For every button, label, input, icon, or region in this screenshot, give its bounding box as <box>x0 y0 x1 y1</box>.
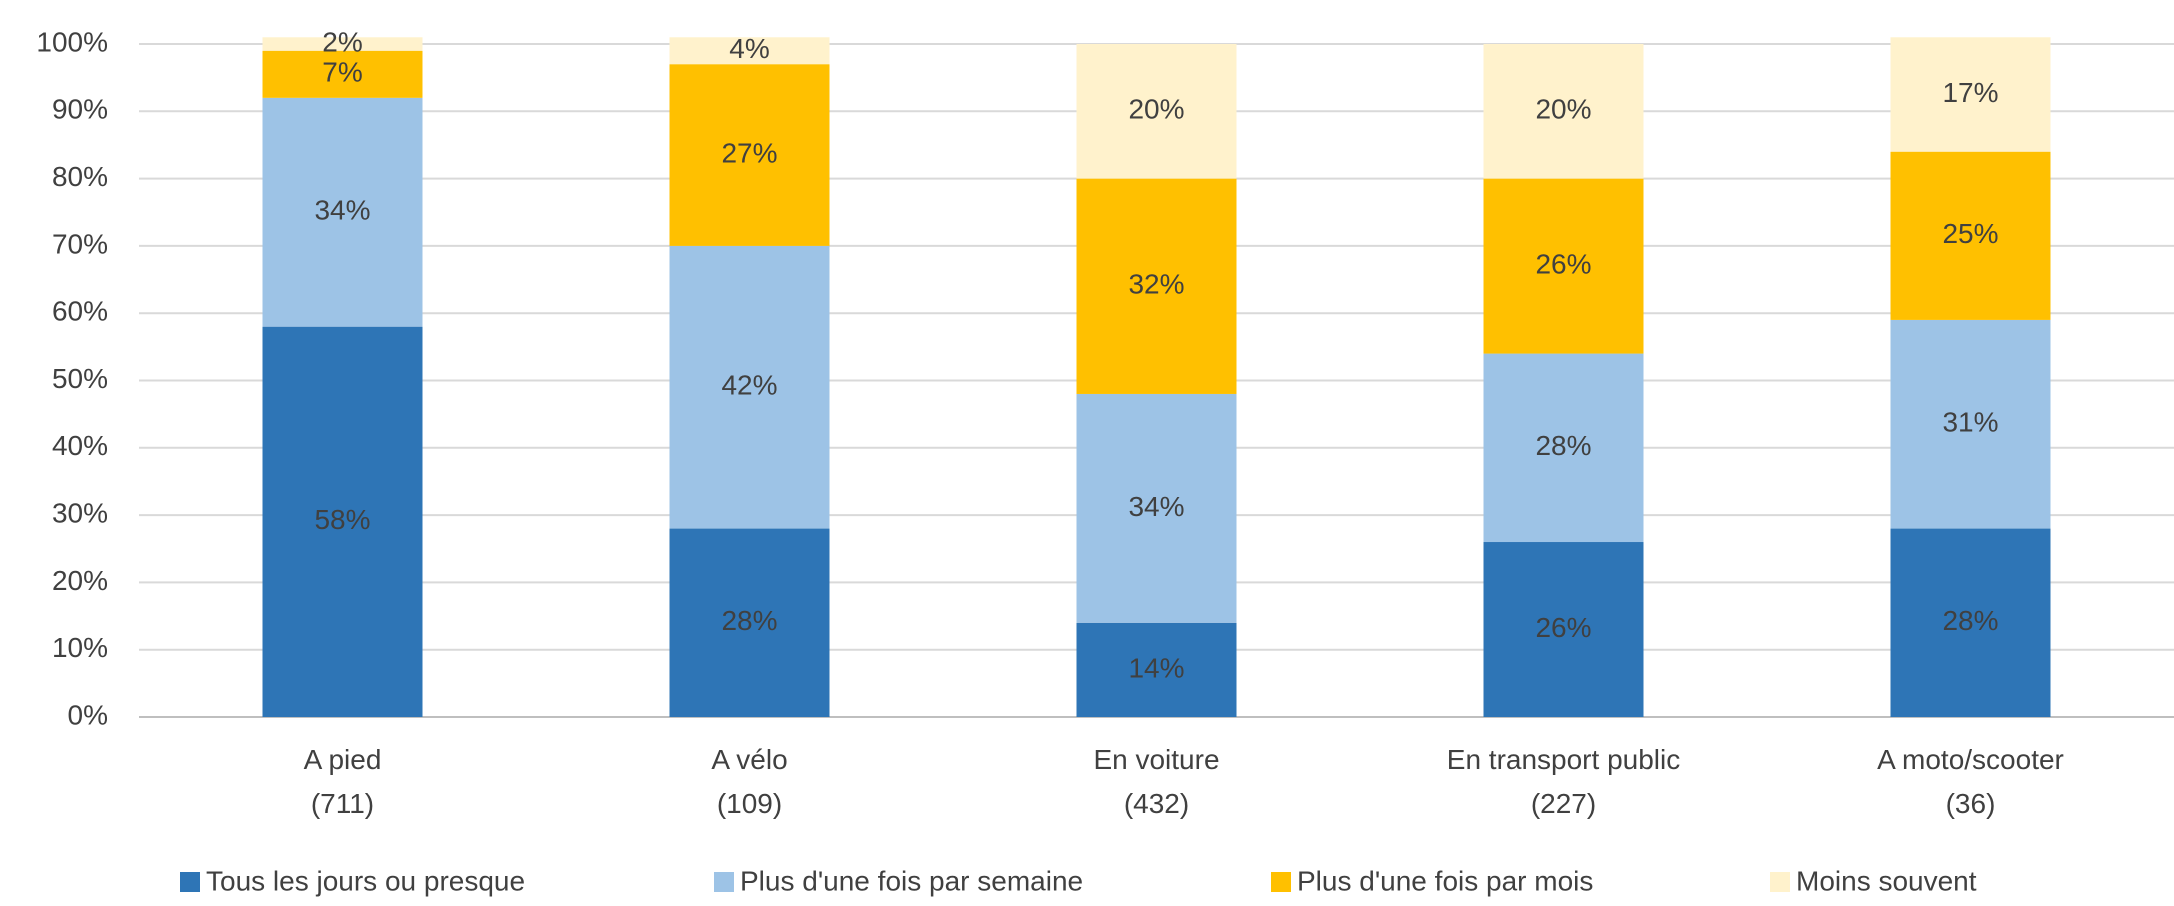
bar-segment <box>669 37 830 65</box>
y-tick-label: 60% <box>52 296 108 327</box>
bar-segment <box>1483 178 1644 354</box>
y-tick-label: 0% <box>68 699 108 730</box>
data-label: 28% <box>721 605 777 636</box>
data-label: 17% <box>1942 77 1998 108</box>
y-tick-label: 50% <box>52 363 108 394</box>
y-tick-label: 20% <box>52 565 108 596</box>
legend-swatch <box>1770 872 1790 892</box>
bar-segment <box>262 326 423 717</box>
legend-label: Plus d'une fois par semaine <box>740 865 1083 896</box>
x-tick-label: A pied (711) <box>303 744 382 819</box>
data-label: 14% <box>1128 652 1184 683</box>
data-label: 2% <box>322 26 362 57</box>
y-tick-label: 10% <box>52 632 108 663</box>
y-tick-label: 80% <box>52 161 108 192</box>
data-label: 20% <box>1535 94 1591 125</box>
data-label: 34% <box>1128 491 1184 522</box>
data-label: 25% <box>1942 218 1998 249</box>
legend-swatch <box>1271 872 1291 892</box>
data-label: 4% <box>729 33 769 64</box>
data-label: 58% <box>314 504 370 535</box>
data-label: 34% <box>314 195 370 226</box>
bar-segment <box>1890 528 2051 717</box>
y-tick-label: 70% <box>52 228 108 259</box>
legend-swatch <box>714 872 734 892</box>
bar-segment <box>669 528 830 717</box>
legend-label: Tous les jours ou presque <box>206 865 525 896</box>
x-tick-label: A vélo (109) <box>711 744 788 819</box>
data-label: 27% <box>721 137 777 168</box>
x-tick-label: A moto/scooter (36) <box>1877 744 2064 819</box>
bar-segment <box>1076 44 1237 179</box>
legend-label: Plus d'une fois par mois <box>1297 865 1593 896</box>
bar-segment <box>1076 622 1237 717</box>
bar-segment <box>669 64 830 246</box>
bar-segment <box>1890 319 2051 529</box>
y-tick-label: 40% <box>52 430 108 461</box>
bar-segment <box>1076 393 1237 623</box>
y-tick-label: 30% <box>52 497 108 528</box>
legend-label: Moins souvent <box>1796 865 1977 896</box>
data-label: 28% <box>1535 430 1591 461</box>
bar-segment <box>1890 37 2051 152</box>
bar-segment <box>1890 151 2051 320</box>
y-tick-label: 90% <box>52 94 108 125</box>
bar-segment <box>262 97 423 327</box>
bar-segment <box>262 50 423 98</box>
data-label: 26% <box>1535 612 1591 643</box>
data-label: 42% <box>721 370 777 401</box>
bar-segment <box>1076 178 1237 394</box>
bar-segment <box>669 245 830 529</box>
bar-segment <box>262 37 423 51</box>
bar-segment <box>1483 353 1644 543</box>
x-tick-label: En voiture (432) <box>1093 744 1220 819</box>
bar-segment <box>1483 542 1644 717</box>
data-label: 28% <box>1942 605 1998 636</box>
y-tick-label: 100% <box>36 26 108 57</box>
x-tick-label: En transport public (227) <box>1446 744 1681 819</box>
data-label: 20% <box>1128 94 1184 125</box>
legend-swatch <box>180 872 200 892</box>
data-label: 31% <box>1942 407 1998 438</box>
data-label: 26% <box>1535 248 1591 279</box>
data-label: 32% <box>1128 269 1184 300</box>
data-label: 7% <box>322 57 362 88</box>
bar-segment <box>1483 44 1644 179</box>
